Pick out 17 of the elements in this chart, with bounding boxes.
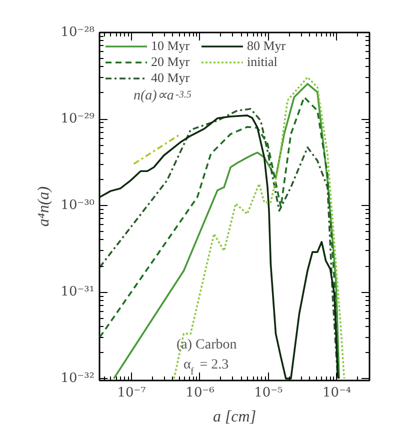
- y-tick-label: 10⁻³²: [60, 371, 94, 386]
- legend-label: 10 Myr: [151, 38, 191, 54]
- y-axis-title: a⁴n(a): [36, 186, 53, 227]
- legend-label: initial: [247, 54, 278, 70]
- x-tick-label: 10⁻⁶: [186, 386, 214, 400]
- x-tick-label: 10⁻⁵: [254, 386, 283, 400]
- y-tick-label: 10⁻³¹: [60, 284, 94, 300]
- x-tick-label: 10⁻⁷: [117, 386, 146, 400]
- y-tick-label: 10⁻³⁰: [60, 198, 94, 214]
- legend-label: 80 Myr: [247, 38, 287, 54]
- y-tick-label: 10⁻²⁸: [60, 25, 94, 40]
- legend-label: 40 Myr: [151, 70, 191, 86]
- x-axis-title: a [cm]: [212, 408, 256, 426]
- legend-label: 20 Myr: [151, 54, 191, 70]
- x-tick-label: 10⁻⁴: [322, 386, 352, 400]
- y-tick-label: 10⁻²⁹: [60, 112, 94, 127]
- annotation: (a) Carbon: [176, 338, 237, 352]
